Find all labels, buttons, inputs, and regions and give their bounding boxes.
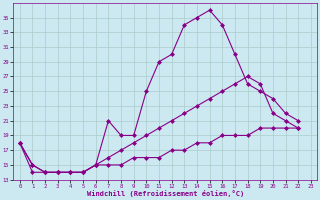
X-axis label: Windchill (Refroidissement éolien,°C): Windchill (Refroidissement éolien,°C) (87, 190, 244, 197)
